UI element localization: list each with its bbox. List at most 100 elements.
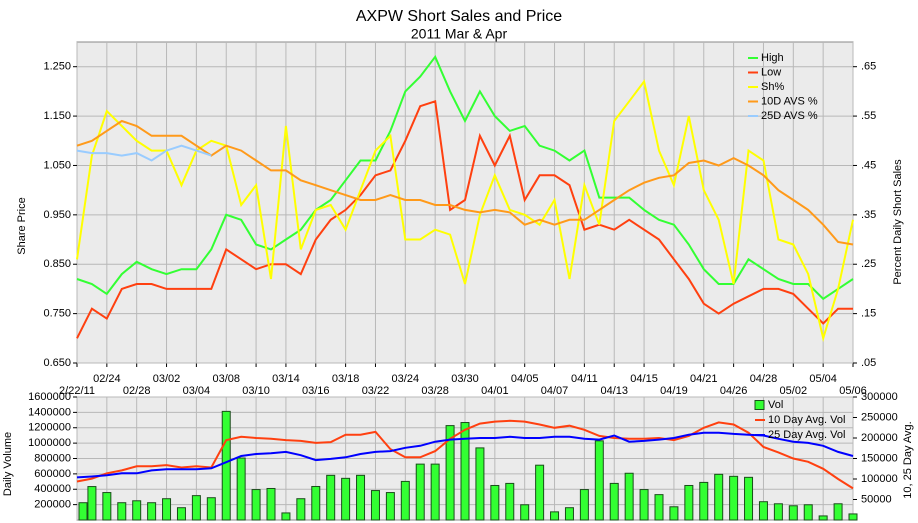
y2-tick-label: 250000 (861, 411, 898, 423)
bar (296, 498, 306, 521)
y2-tick-label: .15 (861, 308, 876, 320)
y-tick-label: 1400000 (28, 406, 71, 418)
bar (370, 490, 380, 521)
bar (281, 512, 291, 521)
x-tick-label: 02/28 (123, 385, 151, 397)
bar (102, 492, 112, 521)
bar (609, 482, 619, 521)
series-line (76, 119, 854, 246)
x-tick-label: 03/22 (362, 385, 390, 397)
legend-swatch (754, 400, 765, 410)
x-tick-label: 03/10 (242, 385, 270, 397)
bar (624, 472, 634, 521)
series-line (76, 144, 212, 162)
bar (729, 475, 739, 521)
x-tick-label: 03/16 (302, 385, 330, 397)
x-tick-label: 04/28 (750, 373, 778, 385)
x-tick-label: 03/08 (212, 373, 240, 385)
y-tick-label: 200000 (34, 499, 71, 511)
bar (535, 464, 545, 521)
y2-tick-label: .65 (861, 61, 876, 73)
bar (669, 506, 679, 521)
bar (505, 482, 515, 521)
y-tick-label: 0.650 (43, 357, 71, 369)
x-tick-label: 03/18 (332, 373, 360, 385)
bar (564, 507, 574, 521)
x-tick-label: 04/01 (481, 385, 509, 397)
x-tick-label: 04/26 (720, 385, 748, 397)
bar (356, 474, 366, 521)
x-tick-label: 04/11 (571, 373, 598, 385)
bar (639, 489, 649, 521)
bar (117, 502, 127, 521)
bar (594, 440, 604, 521)
x-tick-label: 04/15 (630, 373, 658, 385)
series-line (76, 54, 854, 301)
bar (520, 504, 530, 521)
y2-tick-label: .25 (861, 258, 876, 270)
bar (758, 501, 768, 521)
bar (415, 463, 425, 521)
bar (848, 513, 858, 521)
chart-subtitle: 2011 Mar & Apr (411, 26, 508, 42)
x-tick-label: 2/22/11 (59, 385, 95, 397)
y-tick-label: 1.250 (43, 61, 71, 73)
bar (236, 457, 246, 521)
y-tick-label: 1600000 (28, 391, 71, 403)
bar (400, 480, 410, 521)
bar (430, 463, 440, 521)
x-tick-label: 04/21 (690, 373, 718, 385)
bar (87, 486, 97, 521)
y-axis-label: Daily Volume (2, 432, 14, 496)
x-tick-label: 04/07 (541, 385, 569, 397)
legend-label: 10D AVS % (761, 95, 818, 107)
x-tick-label: 03/30 (451, 373, 479, 385)
bar (385, 492, 395, 521)
y2-tick-label: 300000 (861, 391, 898, 403)
x-tick-label: 03/02 (153, 373, 181, 385)
bar (654, 494, 664, 521)
legend-label: 25 Day Avg. Vol (768, 429, 845, 441)
series-line (76, 419, 854, 490)
bar (699, 481, 709, 521)
y2-tick-label: .35 (861, 209, 876, 221)
y2-tick-label: 50000 (861, 493, 892, 505)
x-tick-label: 03/28 (421, 385, 449, 397)
x-tick-label: 04/13 (600, 385, 628, 397)
legend-label: Vol (768, 399, 783, 411)
y-tick-label: 0.950 (43, 209, 71, 221)
y2-axis-label: Percent Daily Short Sales (892, 159, 904, 285)
bar (550, 511, 560, 521)
y-tick-label: 0.850 (43, 258, 71, 270)
x-tick-label: 05/04 (809, 373, 837, 385)
y2-tick-label: 200000 (861, 432, 898, 444)
bar (78, 502, 88, 521)
bar (714, 473, 724, 521)
y-tick-label: 0.750 (43, 308, 71, 320)
bar (803, 504, 813, 521)
bar (147, 502, 157, 521)
y-tick-label: 800000 (34, 452, 71, 464)
bar (460, 422, 470, 521)
bar (490, 484, 500, 521)
x-tick-label: 04/05 (511, 373, 539, 385)
legend-label: Low (761, 66, 781, 78)
bar (221, 410, 231, 521)
bar (266, 487, 276, 521)
bar (206, 497, 216, 521)
y-tick-label: 1.150 (43, 110, 71, 122)
x-tick-label: 04/19 (660, 385, 688, 397)
y2-axis-label: 10, 25 Day Avg. (902, 421, 914, 498)
y2-tick-label: .05 (861, 357, 876, 369)
legend-label: 25D AVS % (761, 110, 818, 122)
bar (191, 495, 201, 521)
x-tick-label: 03/14 (272, 373, 300, 385)
x-tick-label: 05/02 (780, 385, 808, 397)
y-tick-label: 1.050 (43, 159, 71, 171)
y2-tick-label: 150000 (861, 452, 898, 464)
x-tick-label: 03/24 (392, 373, 420, 385)
bar (788, 505, 798, 521)
bar (251, 489, 261, 521)
bar (773, 503, 783, 521)
